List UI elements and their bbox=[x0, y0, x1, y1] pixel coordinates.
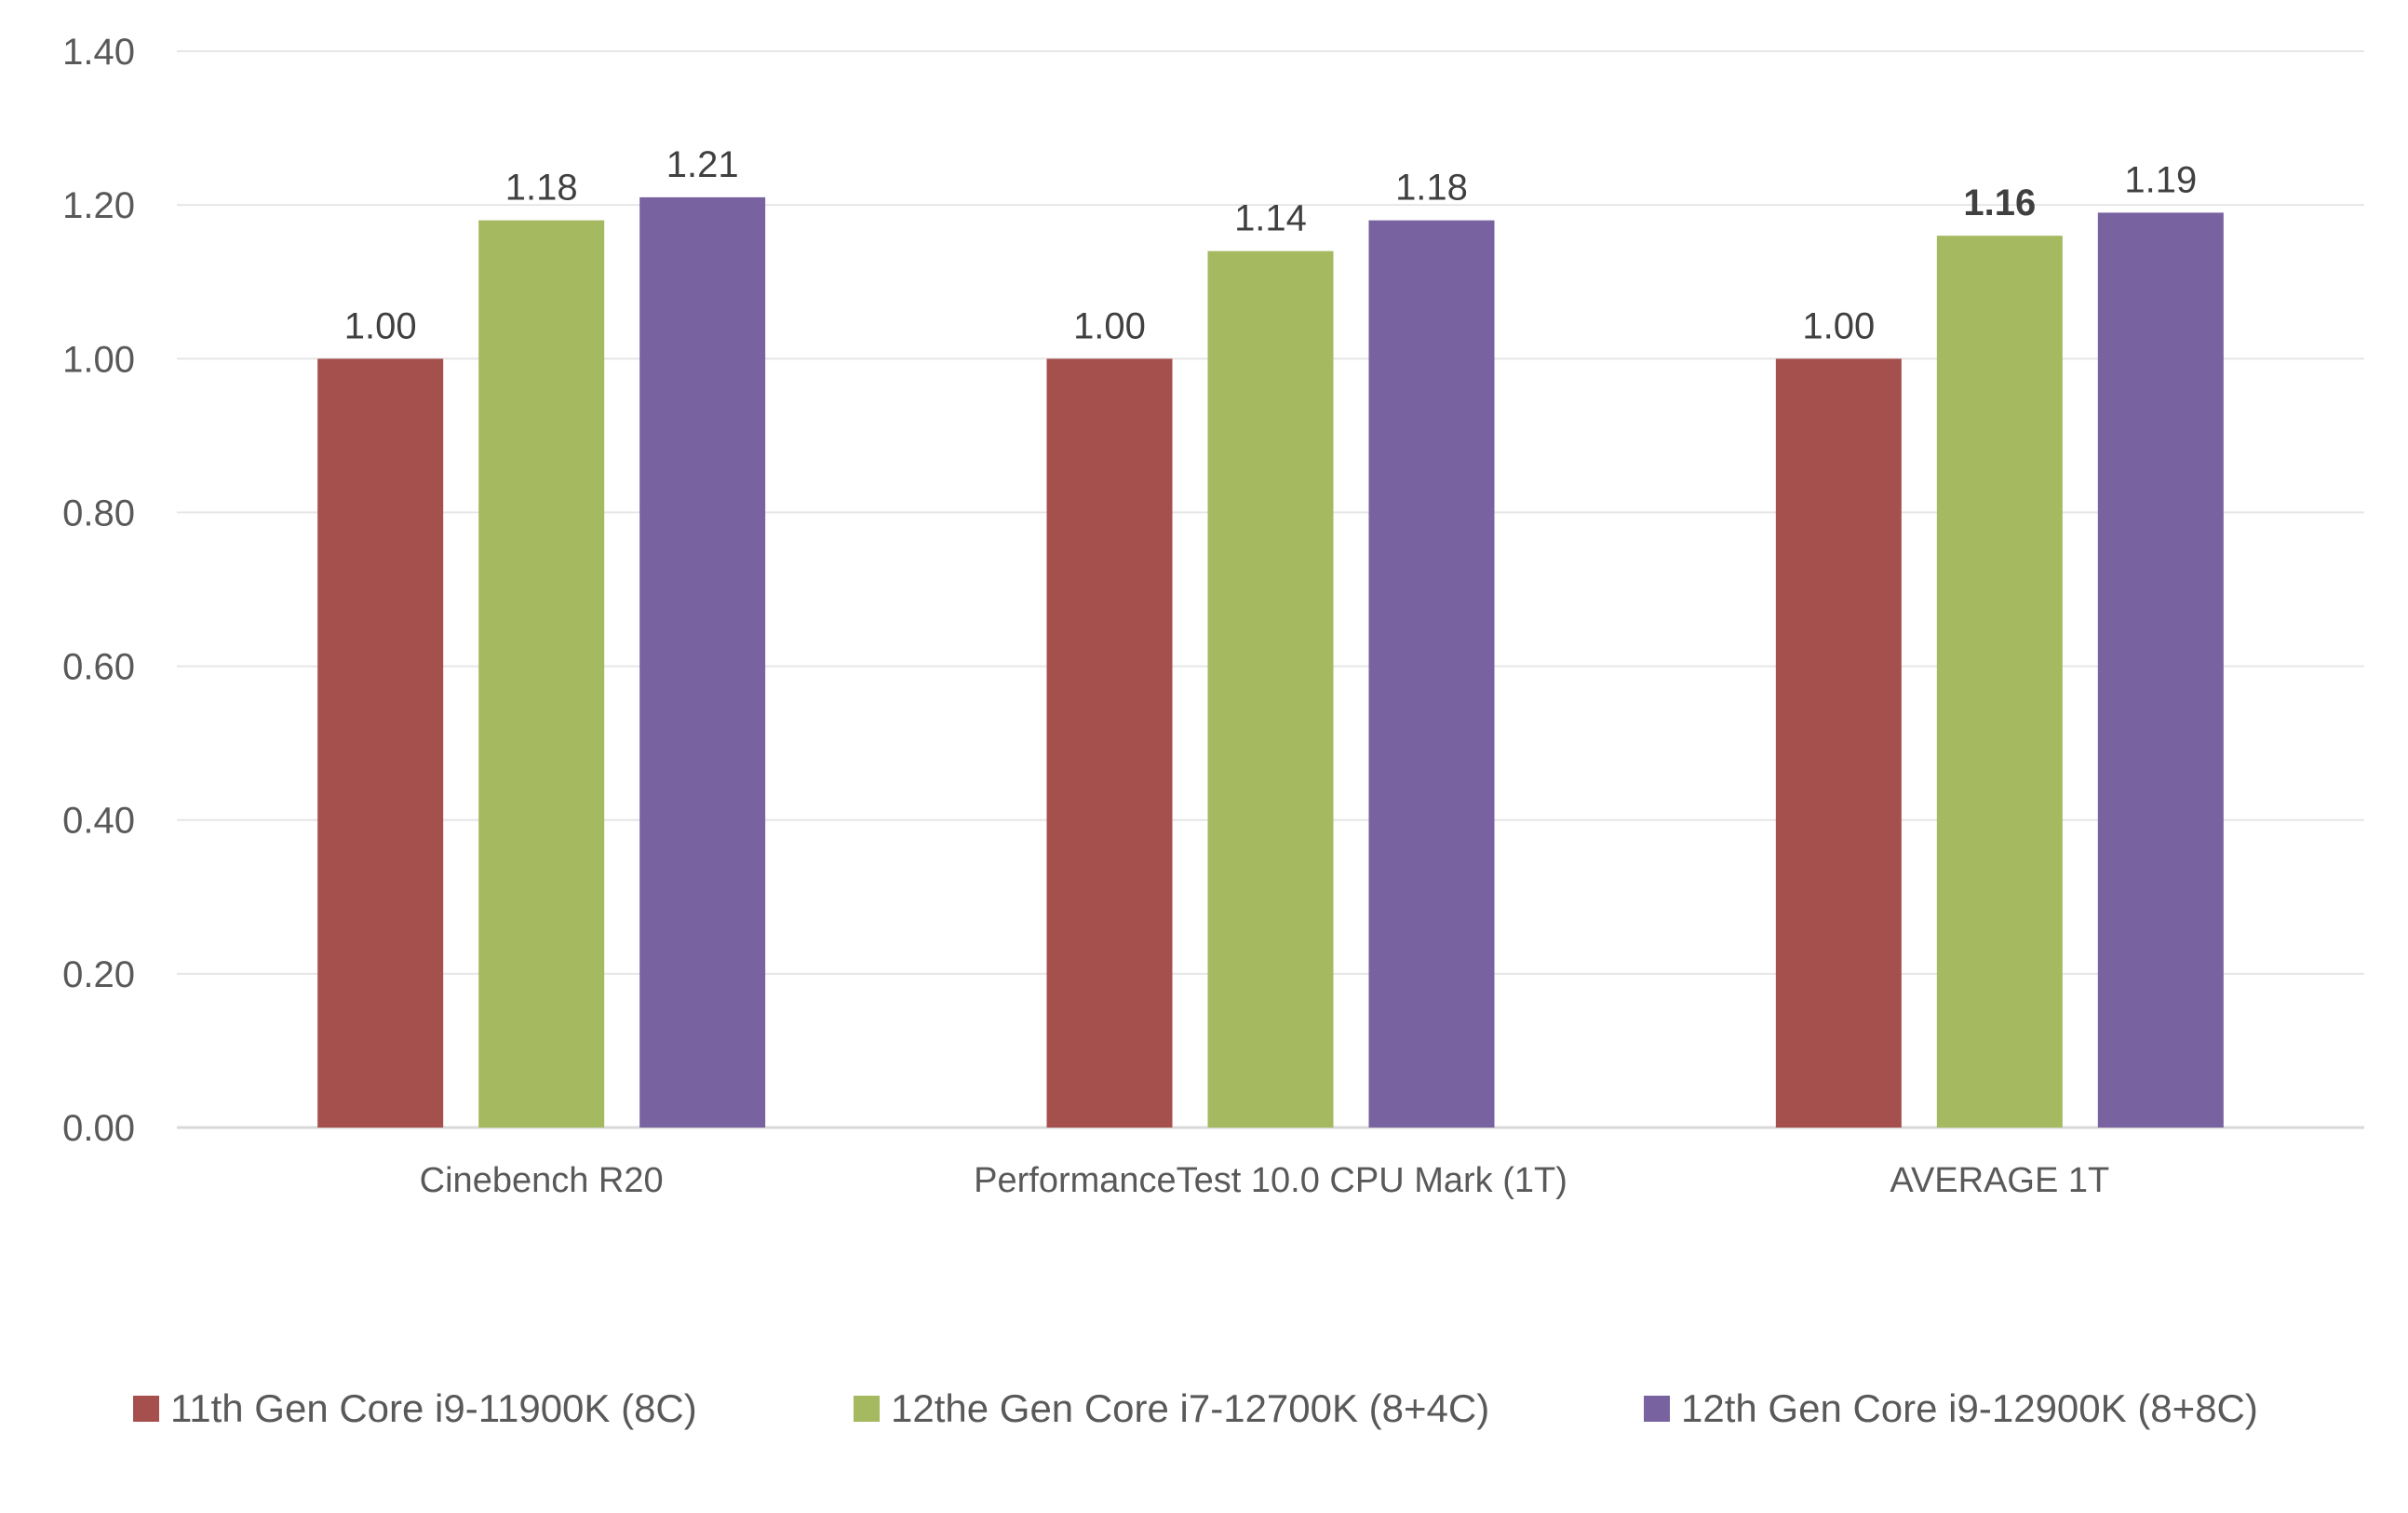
legend-item-series-2: 12the Gen Core i7-12700K (8+4C) bbox=[854, 1376, 1489, 1441]
y-axis-ticks: 0.00 0.20 0.40 0.60 0.80 1.00 1.20 1.40 bbox=[62, 32, 135, 1149]
y-tick-label: 1.20 bbox=[62, 185, 135, 226]
bar-series-1-cat-3 bbox=[1775, 358, 1902, 1128]
y-tick-label: 0.60 bbox=[62, 647, 135, 688]
data-label-series-1-cat-3: 1.00 bbox=[1802, 305, 1875, 346]
bars bbox=[317, 196, 2224, 1128]
bar-series-3-cat-2 bbox=[1368, 220, 1495, 1128]
data-label-series-2-cat-1: 1.18 bbox=[505, 168, 578, 209]
bar-series-3-cat-3 bbox=[2097, 212, 2224, 1128]
data-label-series-3-cat-2: 1.18 bbox=[1395, 168, 1468, 209]
legend-swatch-series-1 bbox=[133, 1396, 159, 1422]
y-tick-label: 1.00 bbox=[62, 339, 135, 380]
y-tick-label: 1.40 bbox=[62, 32, 135, 73]
bar-series-1-cat-2 bbox=[1046, 358, 1173, 1128]
bar-series-2-cat-1 bbox=[478, 220, 605, 1128]
y-tick-label: 0.80 bbox=[62, 493, 135, 534]
x-axis-categories: Cinebench R20 PerformanceTest 10.0 CPU Ma… bbox=[420, 1161, 2110, 1200]
bar-series-1-cat-1 bbox=[317, 358, 444, 1128]
bar-series-3-cat-1 bbox=[639, 196, 766, 1128]
bar-series-2-cat-3 bbox=[1936, 236, 2063, 1128]
legend-item-series-3: 12th Gen Core i9-12900K (8+8C) bbox=[1644, 1376, 2258, 1441]
data-label-series-1-cat-2: 1.00 bbox=[1073, 305, 1146, 346]
data-label-series-3-cat-1: 1.21 bbox=[666, 144, 739, 185]
legend-label-series-3: 12th Gen Core i9-12900K (8+8C) bbox=[1681, 1386, 2258, 1430]
legend: 11th Gen Core i9-11900K (8C) 12the Gen C… bbox=[0, 1376, 2408, 1441]
legend-swatch-series-3 bbox=[1644, 1396, 1670, 1422]
data-label-series-1-cat-1: 1.00 bbox=[344, 305, 417, 346]
x-category-label-1: Cinebench R20 bbox=[420, 1161, 664, 1200]
x-category-label-2: PerformanceTest 10.0 CPU Mark (1T) bbox=[974, 1161, 1567, 1200]
legend-swatch-series-2 bbox=[854, 1396, 880, 1422]
legend-item-series-1: 11th Gen Core i9-11900K (8C) bbox=[133, 1376, 697, 1441]
legend-label-series-2: 12the Gen Core i7-12700K (8+4C) bbox=[891, 1386, 1490, 1430]
data-labels: 1.00 1.18 1.21 1.00 1.14 1.18 1.00 1.16 1.19 bbox=[344, 144, 2198, 346]
data-label-series-2-cat-3: 1.16 bbox=[1963, 182, 2036, 223]
data-label-series-3-cat-3: 1.19 bbox=[2124, 159, 2197, 200]
y-tick-label: 0.40 bbox=[62, 801, 135, 842]
y-tick-label: 0.00 bbox=[62, 1108, 135, 1149]
bar-series-2-cat-2 bbox=[1207, 250, 1334, 1128]
y-tick-label: 0.20 bbox=[62, 954, 135, 995]
data-label-series-2-cat-2: 1.14 bbox=[1234, 198, 1307, 239]
legend-label-series-1: 11th Gen Core i9-11900K (8C) bbox=[170, 1386, 697, 1430]
x-category-label-3: AVERAGE 1T bbox=[1890, 1161, 2109, 1200]
